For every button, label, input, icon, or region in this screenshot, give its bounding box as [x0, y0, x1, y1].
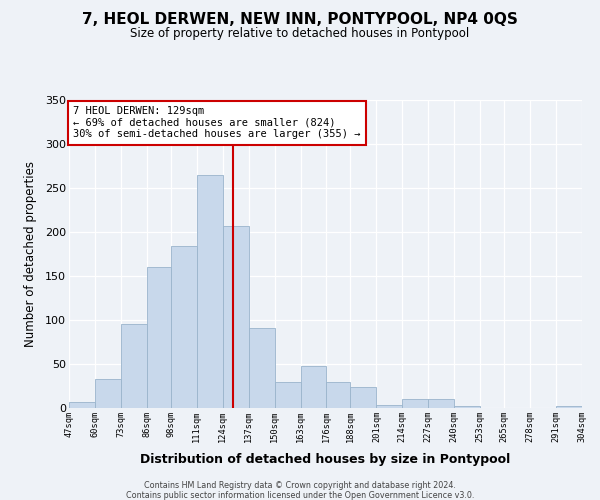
Bar — [275, 382, 301, 407]
Text: 7 HEOL DERWEN: 129sqm
← 69% of detached houses are smaller (824)
30% of semi-det: 7 HEOL DERWEN: 129sqm ← 69% of detached … — [73, 106, 361, 140]
Bar — [403, 398, 428, 407]
Bar — [454, 406, 480, 407]
Bar — [69, 402, 95, 407]
Bar — [223, 226, 248, 408]
Bar — [197, 174, 223, 408]
Bar — [350, 388, 376, 407]
Bar — [248, 328, 275, 407]
Text: Size of property relative to detached houses in Pontypool: Size of property relative to detached ho… — [130, 28, 470, 40]
Text: Contains public sector information licensed under the Open Government Licence v3: Contains public sector information licen… — [126, 491, 474, 500]
Bar — [171, 246, 197, 408]
Y-axis label: Number of detached properties: Number of detached properties — [24, 161, 37, 347]
X-axis label: Distribution of detached houses by size in Pontypool: Distribution of detached houses by size … — [140, 453, 511, 466]
Text: Contains HM Land Registry data © Crown copyright and database right 2024.: Contains HM Land Registry data © Crown c… — [144, 481, 456, 490]
Bar — [301, 366, 326, 408]
Bar — [121, 324, 147, 407]
Bar — [376, 405, 403, 407]
Bar — [428, 398, 454, 407]
Text: 7, HEOL DERWEN, NEW INN, PONTYPOOL, NP4 0QS: 7, HEOL DERWEN, NEW INN, PONTYPOOL, NP4 … — [82, 12, 518, 28]
Bar — [147, 267, 171, 408]
Bar — [326, 382, 350, 407]
Bar — [95, 380, 121, 407]
Bar — [556, 406, 582, 407]
